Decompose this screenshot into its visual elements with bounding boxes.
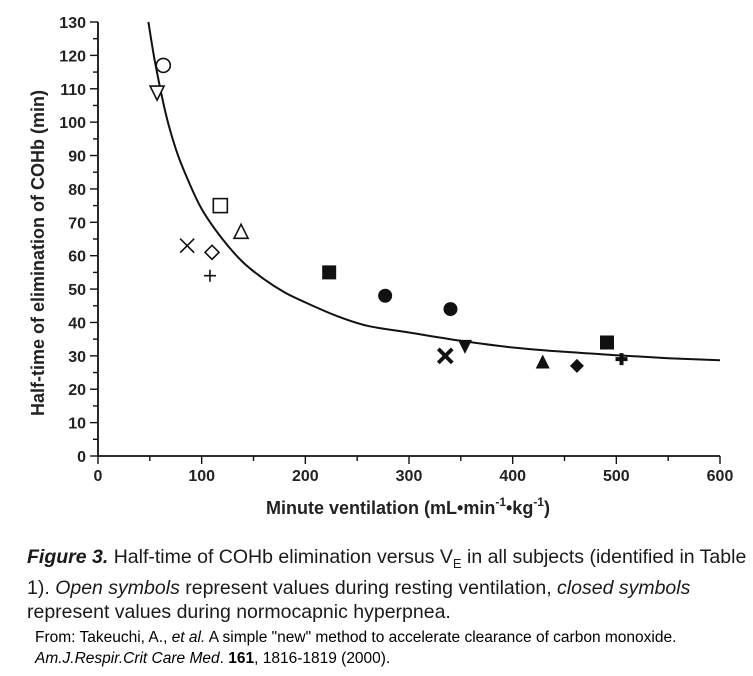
filled-circle-point [378, 288, 393, 303]
filled-square-point [322, 265, 337, 280]
y-tick-label: 80 [68, 182, 86, 199]
y-tick-label: 60 [68, 249, 86, 266]
filled-triangle-down-point [457, 339, 472, 354]
x-axis-title-end: ) [544, 498, 550, 518]
x-tick-label: 100 [188, 468, 215, 485]
citation: From: Takeuchi, A., et al. A simple "new… [35, 627, 735, 669]
citation-et-al: et al. [171, 629, 206, 646]
x-axis-title-sup1: -1 [495, 495, 506, 509]
y-tick-label: 0 [77, 449, 86, 466]
citation-pages: , 1816-1819 (2000). [254, 650, 391, 667]
figure-caption: Figure 3. Half-time of COHb elimination … [27, 545, 747, 624]
open-circle-point [155, 57, 172, 74]
x-axis-title-mid: •kg [506, 498, 533, 518]
y-tick-label: 130 [59, 15, 86, 32]
open-triangle-up-point [232, 222, 250, 240]
caption-text-4: represent values during normocapnic hype… [27, 600, 451, 623]
citation-prefix: From: Takeuchi, A., [35, 629, 172, 646]
filled-square-point [600, 335, 615, 350]
x-tick-label: 400 [499, 468, 526, 485]
data-points [148, 57, 628, 373]
open-square-point [212, 197, 229, 214]
citation-volume: 161 [228, 650, 255, 667]
citation-sep: . [219, 650, 229, 667]
x-axis-title: Minute ventilation (mL•min-1•kg-1) [266, 495, 550, 518]
caption-closed-symbols: closed symbols [557, 576, 691, 599]
y-tick-label: 120 [59, 48, 86, 65]
caption-text-1: Half-time of COHb elimination versus V [108, 546, 453, 568]
y-tick-label: 100 [59, 115, 86, 132]
caption-open-symbols: Open symbols [55, 576, 180, 599]
caption-ve-sub: E [452, 555, 462, 571]
y-axis-title: Half-time of elimination of COHb (min) [28, 90, 48, 416]
y-tick-label: 10 [68, 416, 86, 433]
bold-plus-point [615, 353, 628, 366]
x-tick-label: 500 [603, 468, 630, 485]
y-tick-label: 50 [68, 282, 86, 299]
citation-journal: Am.J.Respir.Crit Care Med [35, 650, 220, 667]
chart: 0 100 200 300 400 500 600 0 10 20 30 40 50 60 70 80 90 1… [28, 15, 734, 518]
x-point [179, 238, 195, 254]
plus-point [203, 269, 216, 282]
filled-triangle-up-point [535, 354, 550, 369]
y-tick-label: 40 [68, 315, 86, 332]
fit-curve [147, 21, 721, 362]
y-tick-label: 70 [68, 215, 86, 232]
x-tick-label: 300 [396, 468, 423, 485]
y-tick-label: 110 [60, 82, 86, 99]
x-tick-label: 0 [94, 468, 103, 485]
filled-diamond-point [569, 358, 584, 373]
open-triangle-down-point [148, 85, 166, 102]
x-axis-title-sup2: -1 [533, 495, 544, 509]
x-tick-label: 600 [707, 468, 734, 485]
y-tick-label: 30 [68, 349, 86, 366]
y-tick-label: 90 [68, 149, 86, 166]
caption-text-2: in all subjects (identified in Table 1). [27, 546, 747, 599]
figure-label: Figure 3. [27, 546, 109, 568]
filled-circle-point [443, 302, 458, 317]
citation-title: A simple "new" method to accelerate clea… [205, 629, 677, 646]
x-axis-title-main: Minute ventilation (mL•min [266, 498, 495, 518]
x-axis-ticks: 0 100 200 300 400 500 600 [94, 456, 734, 485]
bold-x-point [436, 347, 454, 365]
caption-text-3: represent values during resting ventilat… [179, 576, 558, 599]
x-tick-label: 200 [292, 468, 319, 485]
axes [97, 22, 720, 457]
y-axis-ticks: 0 10 20 30 40 50 60 70 80 90 100 110 120 130 [59, 15, 98, 466]
open-diamond-point [203, 244, 221, 261]
y-tick-label: 20 [68, 382, 86, 399]
